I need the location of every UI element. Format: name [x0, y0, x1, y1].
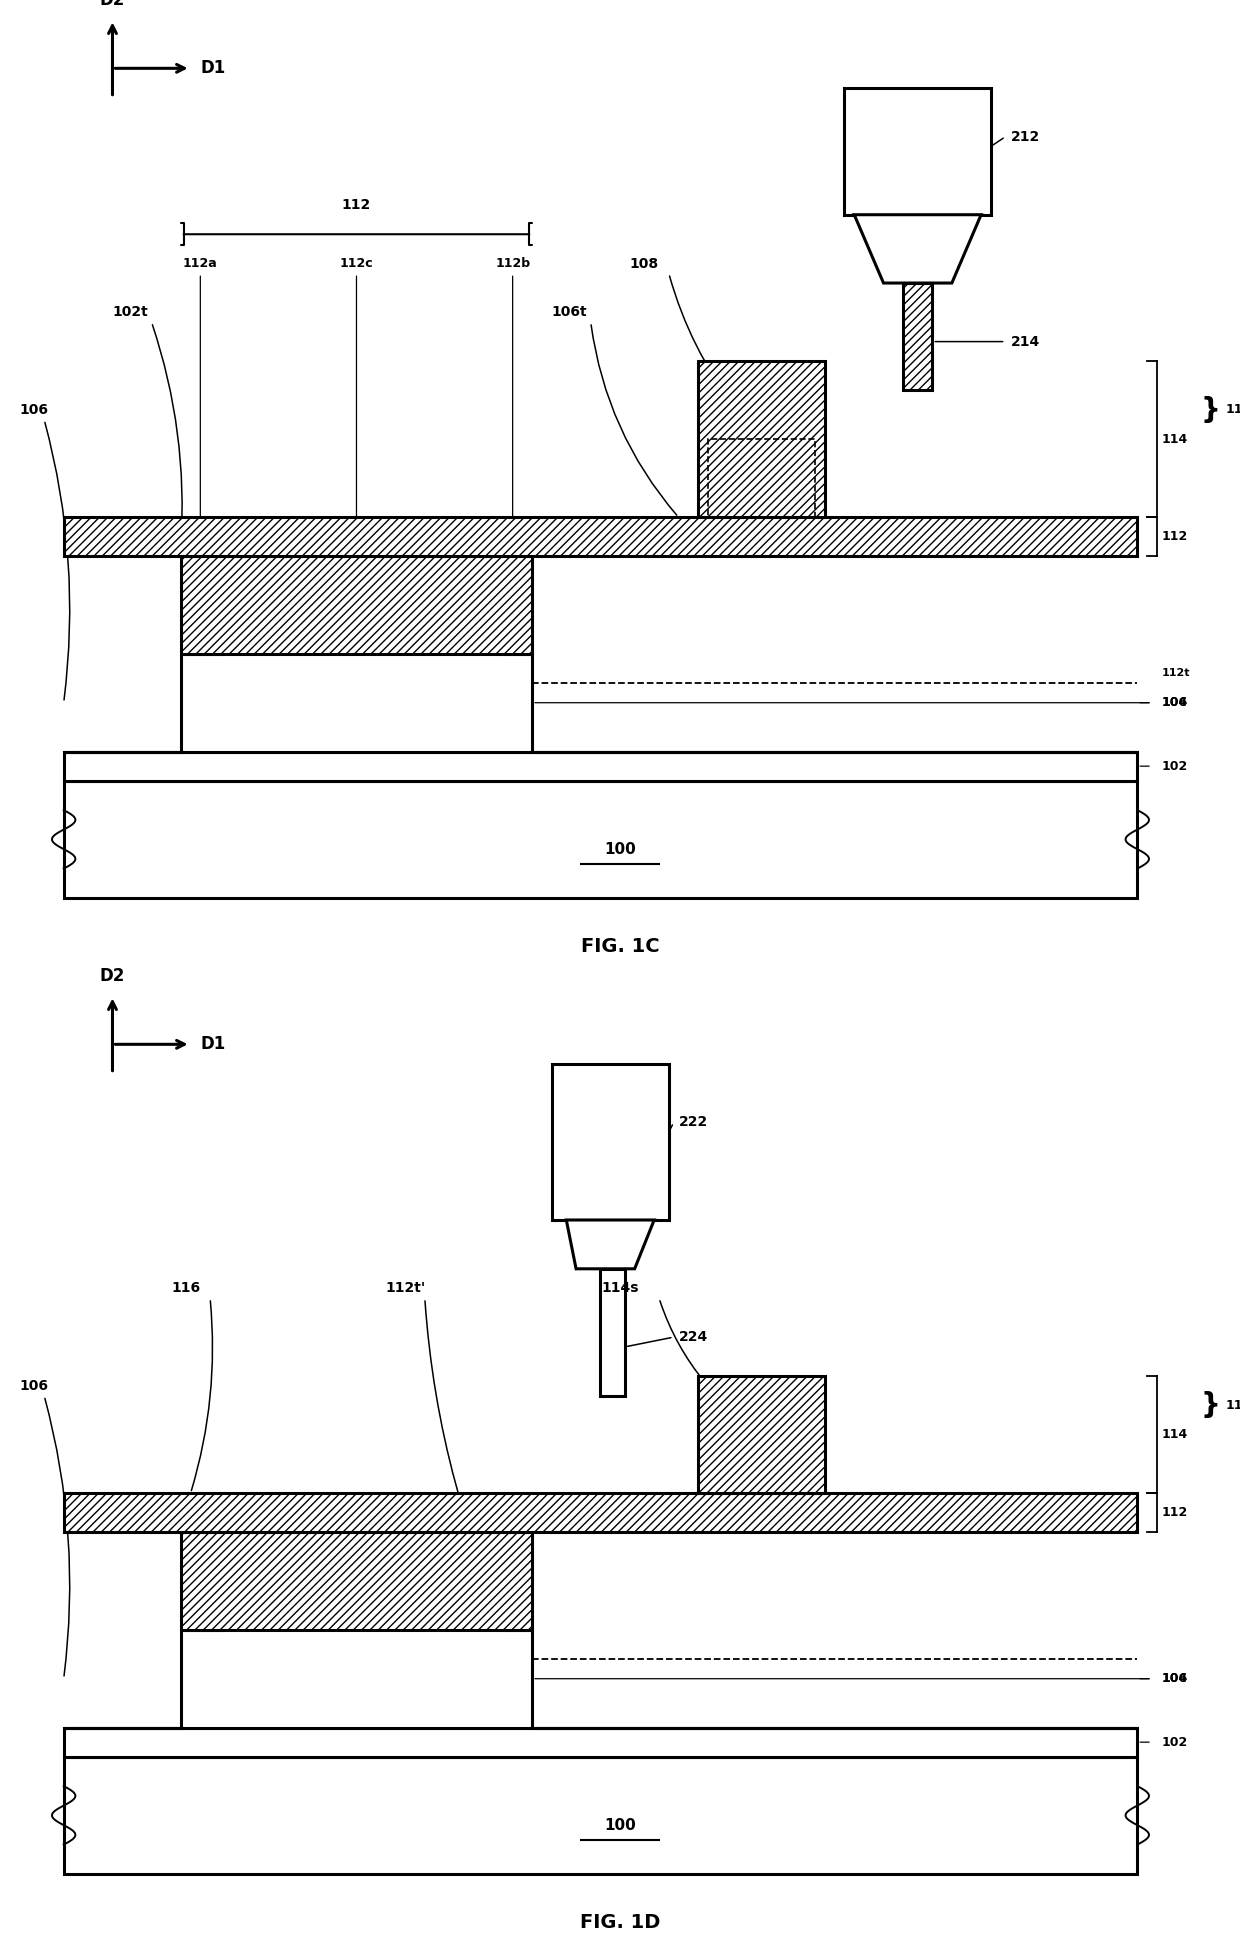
- Text: 114: 114: [1162, 433, 1188, 445]
- Polygon shape: [698, 361, 825, 517]
- Polygon shape: [63, 781, 1137, 898]
- Text: D1: D1: [201, 59, 226, 78]
- Text: 116: 116: [171, 1281, 200, 1296]
- Polygon shape: [63, 1728, 1137, 1757]
- Text: 108: 108: [630, 256, 658, 271]
- Polygon shape: [63, 752, 1137, 781]
- Text: 102: 102: [1162, 1735, 1188, 1749]
- Text: 112: 112: [1162, 1507, 1188, 1519]
- Text: 112: 112: [1162, 531, 1188, 543]
- Polygon shape: [903, 283, 932, 390]
- Text: 112: 112: [342, 197, 371, 213]
- Text: 104: 104: [1162, 697, 1188, 709]
- Text: FIG. 1C: FIG. 1C: [580, 937, 660, 956]
- Text: FIG. 1D: FIG. 1D: [580, 1913, 660, 1932]
- Polygon shape: [844, 88, 991, 215]
- Text: 114: 114: [1162, 1429, 1188, 1441]
- Polygon shape: [567, 1220, 655, 1269]
- Text: 112b: 112b: [495, 258, 531, 269]
- Text: 214: 214: [1011, 334, 1039, 349]
- Text: 100: 100: [604, 1817, 636, 1833]
- Polygon shape: [181, 1532, 532, 1630]
- Text: D2: D2: [99, 966, 125, 986]
- Text: 212: 212: [1011, 129, 1039, 144]
- Text: 222: 222: [678, 1115, 708, 1130]
- Text: 112t': 112t': [386, 1281, 427, 1296]
- Text: D1: D1: [201, 1035, 226, 1054]
- Text: 104: 104: [1162, 1673, 1188, 1685]
- Polygon shape: [191, 654, 522, 752]
- Polygon shape: [63, 1493, 1137, 1532]
- Polygon shape: [854, 215, 981, 283]
- Polygon shape: [63, 1532, 1137, 1728]
- Text: 102: 102: [1162, 759, 1188, 773]
- Text: 100: 100: [604, 841, 636, 857]
- Text: 112c: 112c: [340, 258, 373, 269]
- Text: 110: 110: [1225, 404, 1240, 416]
- Polygon shape: [181, 556, 532, 654]
- Text: 106: 106: [20, 1378, 48, 1394]
- Text: D2: D2: [99, 0, 125, 10]
- Polygon shape: [63, 556, 1137, 752]
- Polygon shape: [552, 1064, 668, 1220]
- Text: 106: 106: [20, 402, 48, 418]
- Text: 106: 106: [1162, 1673, 1188, 1685]
- Text: }: }: [1200, 396, 1220, 424]
- Text: 110: 110: [1225, 1400, 1240, 1411]
- Text: 106: 106: [1162, 697, 1188, 709]
- Text: }: }: [1200, 1392, 1220, 1419]
- Text: 112a: 112a: [184, 258, 218, 269]
- Polygon shape: [698, 1376, 825, 1493]
- Polygon shape: [63, 517, 1137, 556]
- Text: 112t: 112t: [1162, 668, 1190, 679]
- Text: 106t: 106t: [552, 305, 588, 320]
- Text: 114s: 114s: [601, 1281, 639, 1296]
- Text: 102t: 102t: [113, 305, 149, 320]
- Polygon shape: [63, 1757, 1137, 1874]
- Polygon shape: [600, 1269, 625, 1396]
- Text: 224: 224: [678, 1329, 708, 1345]
- Polygon shape: [191, 1630, 522, 1728]
